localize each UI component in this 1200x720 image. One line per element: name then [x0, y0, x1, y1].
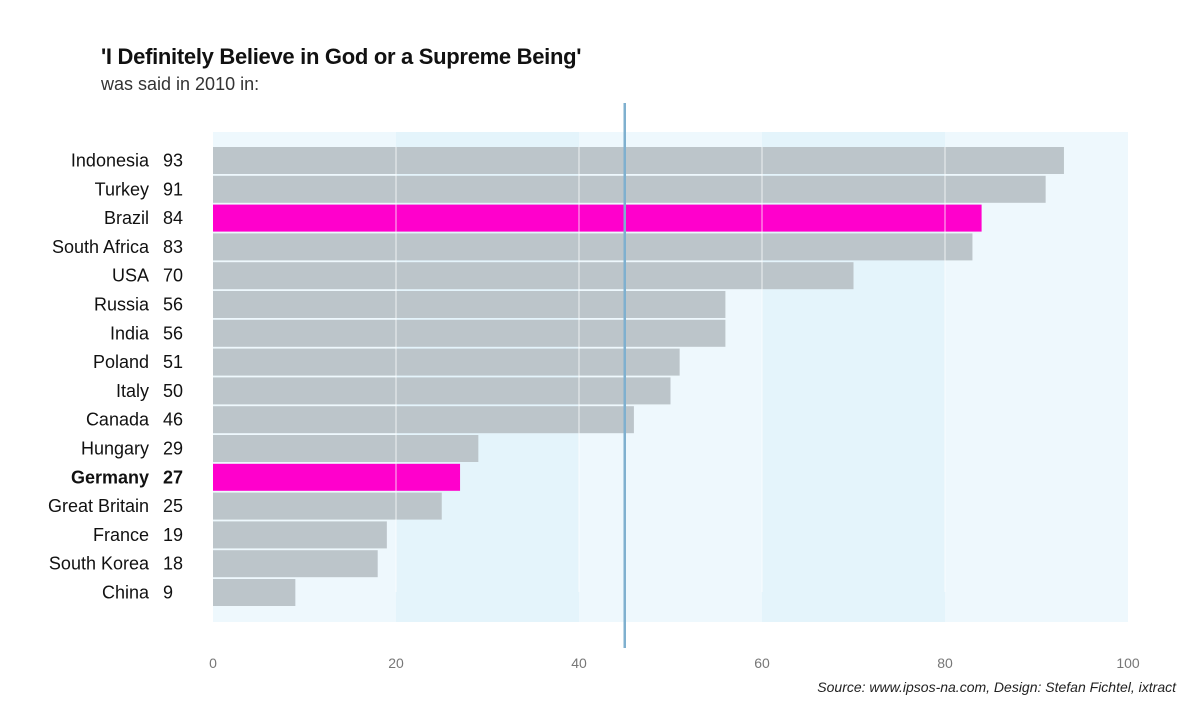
- category-label: South Africa: [52, 237, 150, 257]
- bar: [213, 492, 442, 520]
- category-label: China: [102, 583, 150, 603]
- bar: [213, 291, 726, 318]
- category-labels: Indonesia 93 Turkey 91 Brazil 84 South Africa 8…: [48, 151, 183, 603]
- x-tick-label: 40: [571, 655, 587, 671]
- value-label: 50: [163, 381, 183, 401]
- value-label: 56: [163, 295, 183, 315]
- bar: [213, 147, 1064, 174]
- value-label: 27: [163, 467, 183, 487]
- bar: [213, 233, 973, 261]
- chart-title: 'I Definitely Believe in God or a Suprem…: [101, 44, 582, 69]
- category-label: Turkey: [95, 179, 149, 199]
- x-tick-label: 0: [209, 655, 217, 671]
- value-label: 83: [163, 237, 183, 257]
- value-label: 29: [163, 439, 183, 459]
- bars: [213, 147, 1064, 606]
- value-label: 25: [163, 496, 183, 516]
- category-label: Indonesia: [71, 151, 150, 171]
- value-label: 91: [163, 179, 183, 199]
- category-label: USA: [112, 266, 149, 286]
- value-label: 9: [163, 583, 173, 603]
- bar: [213, 319, 726, 347]
- gridlines: [395, 147, 946, 592]
- bar: [213, 204, 982, 232]
- bar: [213, 435, 479, 462]
- x-tick-label: 60: [754, 655, 770, 671]
- category-label: Poland: [93, 352, 149, 372]
- chart-subtitle: was said in 2010 in:: [101, 74, 260, 94]
- x-tick-label: 20: [388, 655, 404, 671]
- category-label: Great Britain: [48, 496, 149, 516]
- value-label: 46: [163, 410, 183, 430]
- category-label: India: [110, 323, 150, 343]
- bar: [213, 579, 296, 606]
- bar: [213, 348, 680, 376]
- value-label: 93: [163, 151, 183, 171]
- value-label: 51: [163, 352, 183, 372]
- category-label: Canada: [86, 410, 150, 430]
- bar: [213, 262, 854, 290]
- category-label: Hungary: [81, 439, 149, 459]
- x-tick-label: 80: [937, 655, 953, 671]
- category-label: Germany: [71, 467, 149, 487]
- value-label: 19: [163, 525, 183, 545]
- value-label: 84: [163, 208, 183, 228]
- source-note: Source: www.ipsos-na.com, Design: Stefan…: [817, 679, 1176, 695]
- x-axis-ticks: 0 20 40 60 80 100: [209, 655, 1140, 671]
- bar: [213, 406, 634, 434]
- bar: [213, 377, 671, 405]
- value-label: 18: [163, 554, 183, 574]
- category-label: Italy: [116, 381, 149, 401]
- value-label: 56: [163, 323, 183, 343]
- bar: [213, 521, 387, 549]
- category-label: France: [93, 525, 149, 545]
- category-label: South Korea: [49, 554, 150, 574]
- x-tick-label: 100: [1116, 655, 1140, 671]
- bar: [213, 175, 1046, 203]
- bar: [213, 550, 378, 578]
- category-label: Russia: [94, 295, 150, 315]
- bar: [213, 463, 461, 491]
- value-label: 70: [163, 266, 183, 286]
- category-label: Brazil: [104, 208, 149, 228]
